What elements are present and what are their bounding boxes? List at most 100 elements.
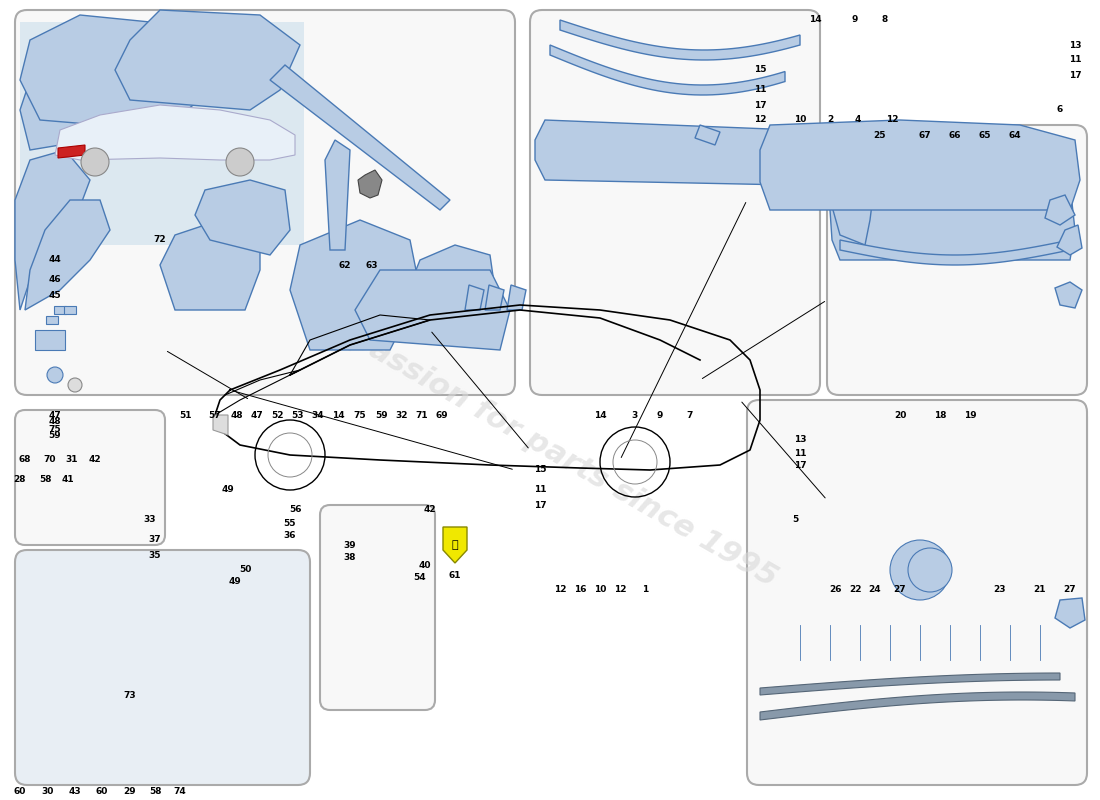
Text: 40: 40 bbox=[419, 561, 431, 570]
Polygon shape bbox=[1045, 195, 1075, 225]
Text: 74: 74 bbox=[174, 787, 186, 797]
Bar bbox=[20, 22, 304, 245]
Text: 62: 62 bbox=[339, 261, 351, 270]
Text: 60: 60 bbox=[14, 787, 26, 797]
Text: 55: 55 bbox=[284, 518, 296, 527]
Text: 12: 12 bbox=[614, 586, 626, 594]
Text: 38: 38 bbox=[343, 554, 356, 562]
Text: 56: 56 bbox=[288, 506, 301, 514]
Text: 39: 39 bbox=[343, 541, 356, 550]
Text: 13: 13 bbox=[794, 435, 806, 445]
Text: 12: 12 bbox=[754, 115, 767, 125]
Bar bbox=[35, 330, 65, 350]
Text: 30: 30 bbox=[42, 787, 54, 797]
FancyBboxPatch shape bbox=[827, 125, 1087, 395]
Text: 49: 49 bbox=[229, 578, 241, 586]
Polygon shape bbox=[833, 160, 875, 245]
Polygon shape bbox=[410, 245, 495, 325]
Text: 7: 7 bbox=[686, 410, 693, 419]
Text: 2: 2 bbox=[827, 115, 833, 125]
Text: 11: 11 bbox=[794, 449, 806, 458]
Polygon shape bbox=[560, 20, 800, 60]
Text: 42: 42 bbox=[424, 506, 437, 514]
Text: 29: 29 bbox=[123, 787, 136, 797]
Text: 51: 51 bbox=[178, 410, 191, 419]
Text: 69: 69 bbox=[436, 410, 449, 419]
Text: 12: 12 bbox=[886, 115, 899, 125]
Polygon shape bbox=[195, 180, 290, 255]
Text: 21: 21 bbox=[1034, 586, 1046, 594]
Bar bbox=[46, 316, 58, 324]
Text: 27: 27 bbox=[893, 586, 906, 594]
Text: 9: 9 bbox=[851, 15, 858, 25]
Polygon shape bbox=[760, 673, 1060, 695]
Text: 8: 8 bbox=[882, 15, 888, 25]
Text: 54: 54 bbox=[414, 574, 427, 582]
Text: 12: 12 bbox=[553, 586, 566, 594]
Text: 75: 75 bbox=[354, 410, 366, 419]
Text: 22: 22 bbox=[849, 586, 861, 594]
Polygon shape bbox=[213, 415, 228, 435]
Polygon shape bbox=[840, 240, 1070, 265]
Polygon shape bbox=[116, 10, 300, 110]
Text: 47: 47 bbox=[48, 410, 62, 419]
Text: 3: 3 bbox=[631, 410, 638, 419]
Text: 53: 53 bbox=[292, 410, 305, 419]
Text: 11: 11 bbox=[1069, 55, 1081, 65]
Text: 58: 58 bbox=[148, 787, 162, 797]
Text: 26: 26 bbox=[828, 586, 842, 594]
Text: 35: 35 bbox=[148, 550, 162, 559]
Text: 4: 4 bbox=[855, 115, 861, 125]
Text: 59: 59 bbox=[376, 410, 388, 419]
Text: 27: 27 bbox=[1064, 586, 1076, 594]
Text: 46: 46 bbox=[48, 275, 62, 285]
Polygon shape bbox=[20, 15, 220, 130]
FancyBboxPatch shape bbox=[530, 10, 820, 395]
Text: 72: 72 bbox=[154, 235, 166, 245]
Polygon shape bbox=[25, 200, 110, 310]
Text: 5: 5 bbox=[792, 515, 799, 525]
Polygon shape bbox=[760, 692, 1075, 720]
Text: 41: 41 bbox=[62, 475, 75, 485]
Polygon shape bbox=[290, 220, 420, 350]
Polygon shape bbox=[507, 285, 526, 310]
Text: 45: 45 bbox=[48, 290, 62, 299]
Text: 16: 16 bbox=[574, 586, 586, 594]
Text: 63: 63 bbox=[365, 261, 378, 270]
Polygon shape bbox=[270, 65, 450, 210]
Text: 58: 58 bbox=[39, 475, 52, 485]
Text: 17: 17 bbox=[1069, 70, 1081, 79]
Polygon shape bbox=[550, 45, 785, 95]
Text: 20: 20 bbox=[894, 410, 906, 419]
Circle shape bbox=[908, 548, 952, 592]
Circle shape bbox=[890, 540, 950, 600]
Polygon shape bbox=[1057, 225, 1082, 255]
Text: 11: 11 bbox=[534, 486, 547, 494]
Text: 14: 14 bbox=[594, 410, 606, 419]
Text: 50: 50 bbox=[239, 566, 251, 574]
FancyBboxPatch shape bbox=[15, 10, 515, 395]
Text: 10: 10 bbox=[594, 586, 606, 594]
Polygon shape bbox=[160, 220, 260, 310]
Polygon shape bbox=[58, 145, 85, 158]
Text: 23: 23 bbox=[993, 586, 1007, 594]
Polygon shape bbox=[465, 285, 484, 310]
Circle shape bbox=[68, 378, 82, 392]
Polygon shape bbox=[760, 120, 1080, 210]
Text: 59: 59 bbox=[48, 431, 62, 441]
FancyBboxPatch shape bbox=[827, 405, 1087, 670]
Text: 1: 1 bbox=[642, 586, 648, 594]
Text: 37: 37 bbox=[148, 535, 162, 545]
Text: 47: 47 bbox=[251, 410, 263, 419]
Text: 57: 57 bbox=[209, 410, 221, 419]
Text: 66: 66 bbox=[948, 130, 961, 139]
Text: 9: 9 bbox=[657, 410, 663, 419]
Polygon shape bbox=[358, 170, 382, 198]
Text: 42: 42 bbox=[89, 455, 101, 465]
Text: 48: 48 bbox=[48, 418, 62, 426]
Text: 32: 32 bbox=[396, 410, 408, 419]
Text: 34: 34 bbox=[311, 410, 324, 419]
Text: 60: 60 bbox=[96, 787, 108, 797]
Text: 10: 10 bbox=[794, 115, 806, 125]
Text: 67: 67 bbox=[918, 130, 932, 139]
